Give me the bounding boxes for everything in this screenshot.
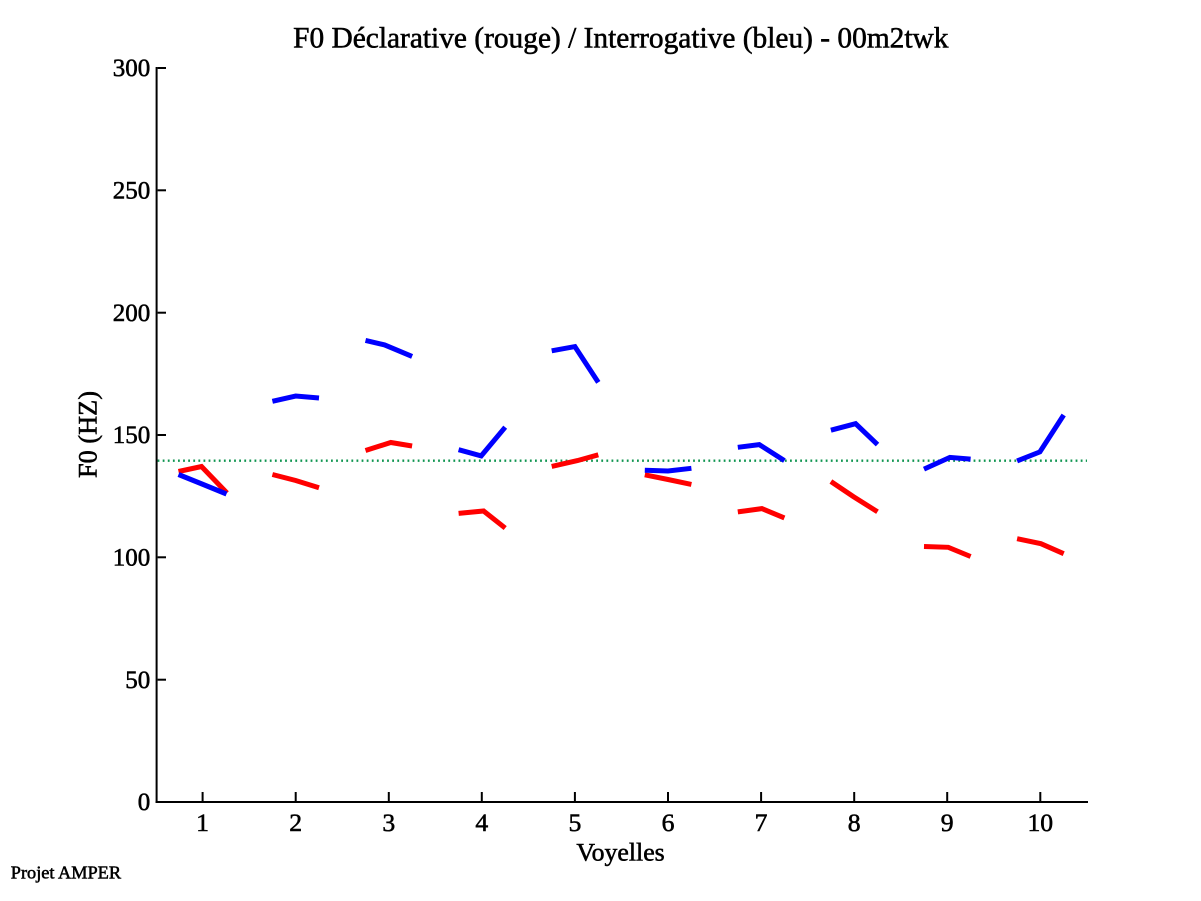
svg-text:F0 (HZ): F0 (HZ) [74,391,103,478]
svg-text:8: 8 [848,808,861,837]
svg-text:3: 3 [382,808,395,837]
svg-text:Voyelles: Voyelles [576,838,664,867]
svg-text:1: 1 [196,808,209,837]
svg-text:300: 300 [113,55,151,82]
svg-text:6: 6 [662,808,675,837]
svg-text:2: 2 [289,808,302,837]
svg-text:F0 Déclarative (rouge) / Inter: F0 Déclarative (rouge) / Interrogative (… [293,22,949,54]
svg-text:Projet AMPER: Projet AMPER [11,862,122,882]
svg-text:50: 50 [125,667,150,694]
svg-text:100: 100 [113,545,151,572]
svg-text:7: 7 [755,808,768,837]
svg-text:0: 0 [138,789,151,816]
svg-text:250: 250 [113,178,151,205]
svg-text:5: 5 [568,808,581,837]
svg-text:150: 150 [113,422,151,449]
svg-text:9: 9 [941,808,954,837]
svg-text:10: 10 [1027,808,1053,837]
svg-text:4: 4 [475,808,488,837]
svg-text:200: 200 [113,300,151,327]
